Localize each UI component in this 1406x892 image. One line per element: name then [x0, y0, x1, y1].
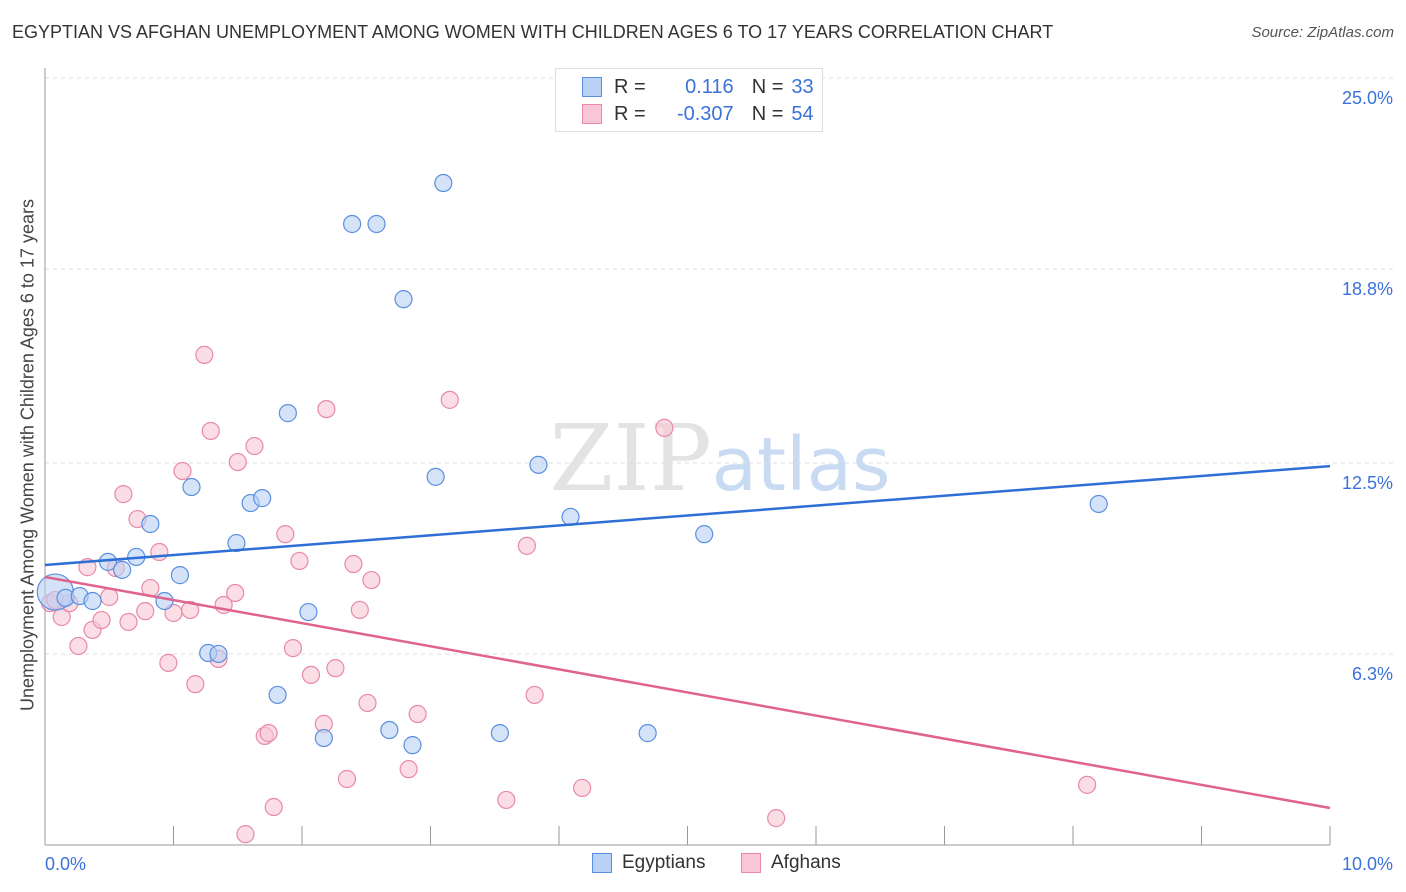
- data-point-egyptians: [403, 736, 422, 755]
- egyptians-swatch: [582, 77, 602, 97]
- r-label: R =: [614, 102, 646, 125]
- data-point-afghans: [186, 675, 205, 694]
- y-tick-label: 6.3%: [1352, 664, 1393, 684]
- trend-line-afghans: [44, 575, 1331, 810]
- data-point-afghans: [228, 452, 247, 472]
- r-label: R =: [614, 75, 646, 98]
- data-point-afghans: [92, 610, 111, 630]
- legend-row-afghans: R = -0.307 N = 54: [582, 101, 814, 127]
- legend-row-egyptians: R = 0.116 N = 33: [582, 74, 814, 100]
- y-axis-label: Unemployment Among Women with Children A…: [17, 199, 38, 711]
- data-point-egyptians: [426, 467, 445, 486]
- data-point-egyptians: [343, 214, 362, 234]
- data-point-afghans: [119, 612, 138, 632]
- data-point-afghans: [69, 636, 88, 656]
- data-point-egyptians: [155, 591, 174, 611]
- data-point-afghans: [195, 345, 214, 364]
- legend-label: Egyptians: [622, 852, 706, 873]
- data-point-afghans: [517, 536, 536, 555]
- data-point-afghans: [100, 587, 119, 607]
- x-tick-label-left: 0.0%: [45, 854, 86, 874]
- data-point-egyptians: [638, 724, 657, 743]
- egyptians-swatch: [592, 853, 612, 873]
- data-point-afghans: [201, 421, 220, 441]
- legend-label: Afghans: [771, 852, 841, 873]
- data-point-egyptians: [695, 525, 714, 544]
- data-point-afghans: [259, 724, 278, 743]
- data-point-afghans: [245, 436, 264, 456]
- data-point-egyptians: [253, 489, 272, 508]
- legend-item-afghans[interactable]: Afghans: [741, 852, 841, 874]
- data-point-egyptians: [278, 404, 297, 423]
- data-point-afghans: [236, 825, 255, 844]
- data-point-egyptians: [314, 728, 333, 748]
- data-point-afghans: [767, 809, 786, 828]
- n-value: 54: [791, 102, 814, 125]
- y-tick-label: 18.8%: [1342, 279, 1393, 299]
- y-tick-label: 25.0%: [1342, 88, 1393, 108]
- data-point-egyptians: [182, 477, 201, 497]
- data-point-afghans: [326, 659, 345, 678]
- chart-source: Source: ZipAtlas.com: [1251, 24, 1394, 41]
- data-point-egyptians: [209, 644, 228, 664]
- n-label: N =: [751, 102, 784, 125]
- data-point-afghans: [337, 769, 357, 789]
- data-point-egyptians: [367, 214, 386, 234]
- x-tick-label-right: 10.0%: [1342, 854, 1393, 874]
- data-point-afghans: [399, 760, 418, 779]
- data-point-afghans: [344, 554, 363, 574]
- data-point-afghans: [317, 400, 336, 419]
- watermark: ZIPatlas: [550, 405, 891, 512]
- data-point-afghans: [408, 704, 427, 724]
- data-point-afghans: [276, 525, 295, 544]
- data-point-egyptians: [83, 591, 102, 611]
- r-value: 0.116: [685, 75, 734, 98]
- n-value: 33: [791, 75, 814, 98]
- data-point-egyptians: [394, 290, 413, 309]
- data-point-afghans: [655, 418, 674, 437]
- data-point-egyptians: [112, 560, 132, 579]
- data-point-afghans: [264, 797, 283, 817]
- data-point-afghans: [283, 639, 303, 658]
- data-point-afghans: [362, 570, 381, 590]
- y-tick-label: 12.5%: [1342, 473, 1393, 493]
- data-point-afghans: [440, 390, 459, 409]
- data-point-egyptians: [141, 514, 160, 534]
- data-point-afghans: [358, 693, 377, 713]
- data-point-afghans: [226, 583, 245, 603]
- data-point-afghans: [573, 778, 592, 798]
- data-point-afghans: [181, 600, 200, 620]
- data-point-afghans: [497, 790, 516, 810]
- series-egyptians: [36, 173, 1108, 755]
- data-point-egyptians: [268, 685, 287, 705]
- data-point-afghans: [350, 600, 369, 620]
- chart-title: EGYPTIAN VS AFGHAN UNEMPLOYMENT AMONG WO…: [12, 22, 1054, 42]
- data-point-egyptians: [380, 720, 399, 740]
- data-point-afghans: [159, 653, 178, 672]
- data-point-egyptians: [434, 173, 453, 193]
- n-label: N =: [751, 75, 784, 98]
- data-point-egyptians: [1089, 494, 1108, 514]
- data-point-egyptians: [227, 533, 246, 553]
- stats-legend: R = 0.116 N = 33 R = -0.307 N = 54: [555, 68, 823, 132]
- data-point-afghans: [301, 665, 321, 685]
- data-point-egyptians: [529, 455, 548, 474]
- afghans-swatch: [741, 853, 761, 873]
- data-point-afghans: [114, 485, 133, 504]
- data-point-egyptians: [299, 602, 318, 622]
- afghans-swatch: [582, 104, 602, 124]
- trend-line-egyptians: [44, 464, 1331, 567]
- data-point-egyptians: [170, 566, 190, 585]
- data-point-afghans: [150, 542, 169, 562]
- data-point-afghans: [173, 461, 192, 481]
- data-point-afghans: [1078, 775, 1097, 794]
- legend-item-egyptians[interactable]: Egyptians: [592, 852, 705, 874]
- data-point-afghans: [525, 685, 544, 705]
- r-value: -0.307: [676, 102, 734, 125]
- data-point-afghans: [290, 551, 309, 571]
- data-point-afghans: [136, 602, 155, 621]
- data-point-egyptians: [490, 724, 509, 743]
